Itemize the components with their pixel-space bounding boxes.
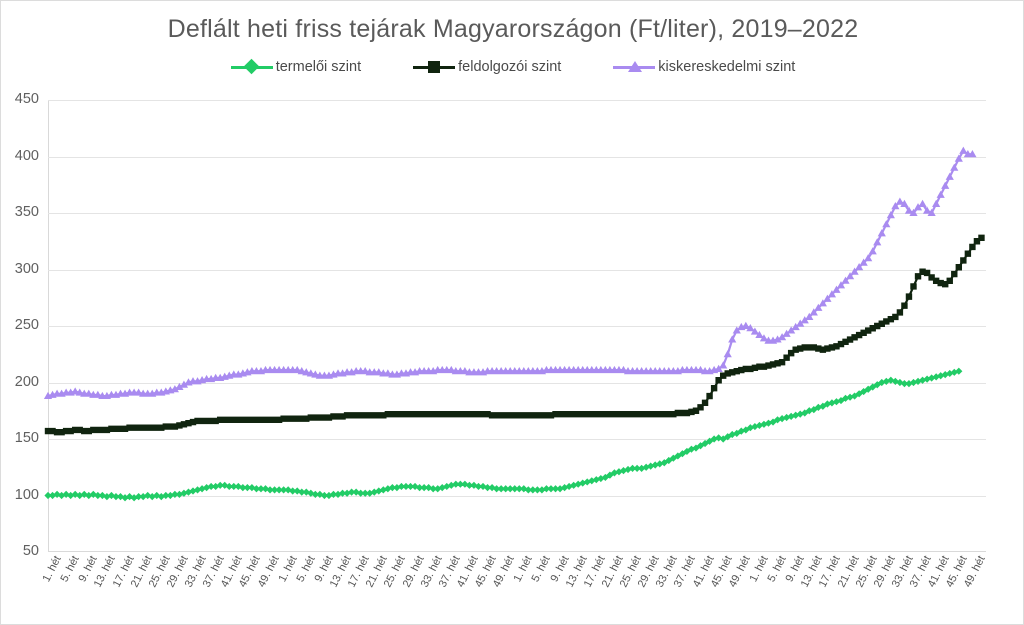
y-axis-tick-label: 300 xyxy=(14,260,39,277)
page-title: Deflált heti friss tejárak Magyarországo… xyxy=(167,15,859,43)
legend-swatch-triangle-icon xyxy=(613,60,656,74)
y-axis-tick-label: 350 xyxy=(14,204,39,220)
x-axis-labels: 1. hét 5. hét 9. hét 13. hét 17. hét 21. hét 2… xyxy=(41,554,989,624)
legend-item-termeloi[interactable]: termelői szint xyxy=(230,58,362,75)
legend-label-kiskereskedelmi: kiskereskedelmi szint xyxy=(658,59,796,75)
gridline xyxy=(48,100,986,101)
series-markers xyxy=(43,146,977,400)
y-axis-tick-label: 400 xyxy=(14,147,39,164)
legend-swatch-diamond-icon xyxy=(230,58,273,75)
gridline xyxy=(48,213,986,214)
legend-item-feldolgozoi[interactable]: feldolgozói szint xyxy=(413,59,561,75)
y-axis-tick-label: 50 xyxy=(22,543,39,559)
gridline xyxy=(48,269,986,271)
gridline xyxy=(48,382,986,384)
y-axis-tick-label: 250 xyxy=(14,317,39,333)
series-lines xyxy=(43,146,985,502)
series-diamond xyxy=(44,367,963,502)
legend-item-kiskereskedelmi[interactable]: kiskereskedelmi szint xyxy=(613,59,795,75)
legend-swatch-square-icon xyxy=(413,60,456,74)
gridline xyxy=(48,156,986,158)
series-triangle xyxy=(43,146,977,400)
legend-label-termeloi: termelői szint xyxy=(275,59,362,75)
legend-label-feldolgozoi: feldolgozói szint xyxy=(458,59,562,75)
series-markers xyxy=(44,234,985,436)
plot-area xyxy=(43,100,986,552)
gridline xyxy=(48,495,986,497)
y-axis-tick-label: 450 xyxy=(14,91,39,107)
y-axis-tick-label: 150 xyxy=(14,430,39,446)
series-line xyxy=(46,370,960,499)
y-axis-labels: 450 400 350 300 250 200 150 100 50 xyxy=(1,91,1024,559)
series-line xyxy=(46,149,974,398)
gridline xyxy=(48,326,986,327)
y-axis-tick-label: 200 xyxy=(14,373,39,390)
gridline xyxy=(48,439,986,440)
series-square xyxy=(44,234,985,436)
chart-legend: termelői szint feldolgozói szint kiskere… xyxy=(1,58,1024,75)
y-axis-tick-label: 100 xyxy=(14,486,39,503)
